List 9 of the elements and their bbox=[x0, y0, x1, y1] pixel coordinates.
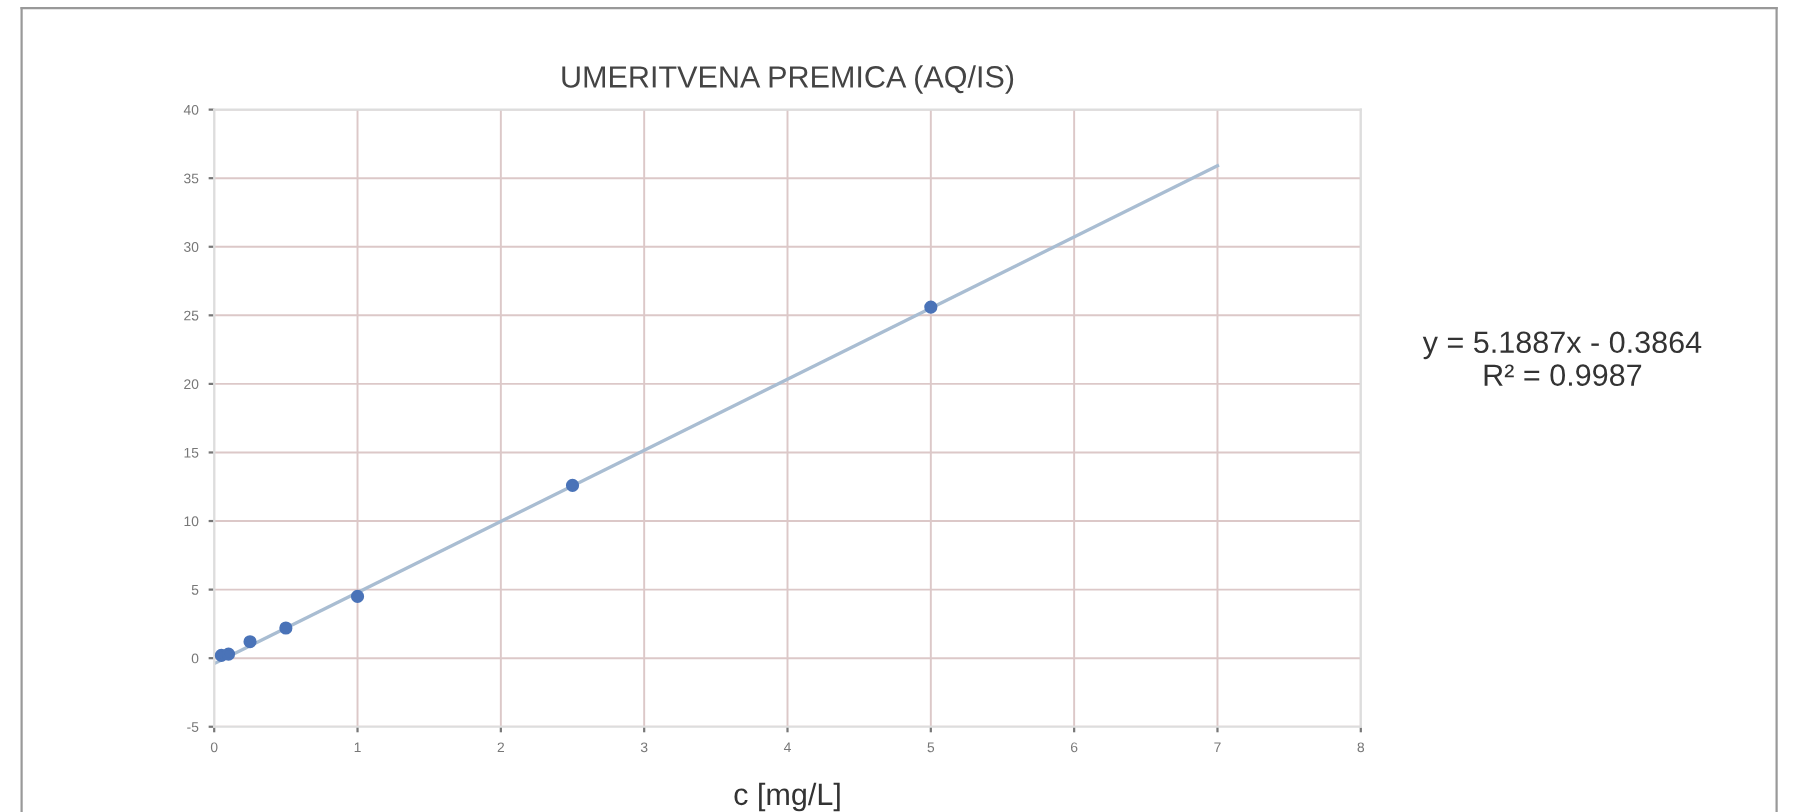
point bbox=[350, 589, 365, 604]
point bbox=[221, 647, 236, 661]
point bbox=[924, 300, 938, 314]
point bbox=[565, 478, 580, 492]
point bbox=[243, 635, 257, 649]
chart-title: UMERITVENA PREMICA (AQ/IS) bbox=[562, 65, 1014, 94]
text: y = 5.1887x - 0.3864 R² = 0.9987 bbox=[1422, 331, 1702, 386]
point bbox=[279, 621, 293, 635]
x-axis-title: c [mg/L] bbox=[734, 782, 840, 812]
